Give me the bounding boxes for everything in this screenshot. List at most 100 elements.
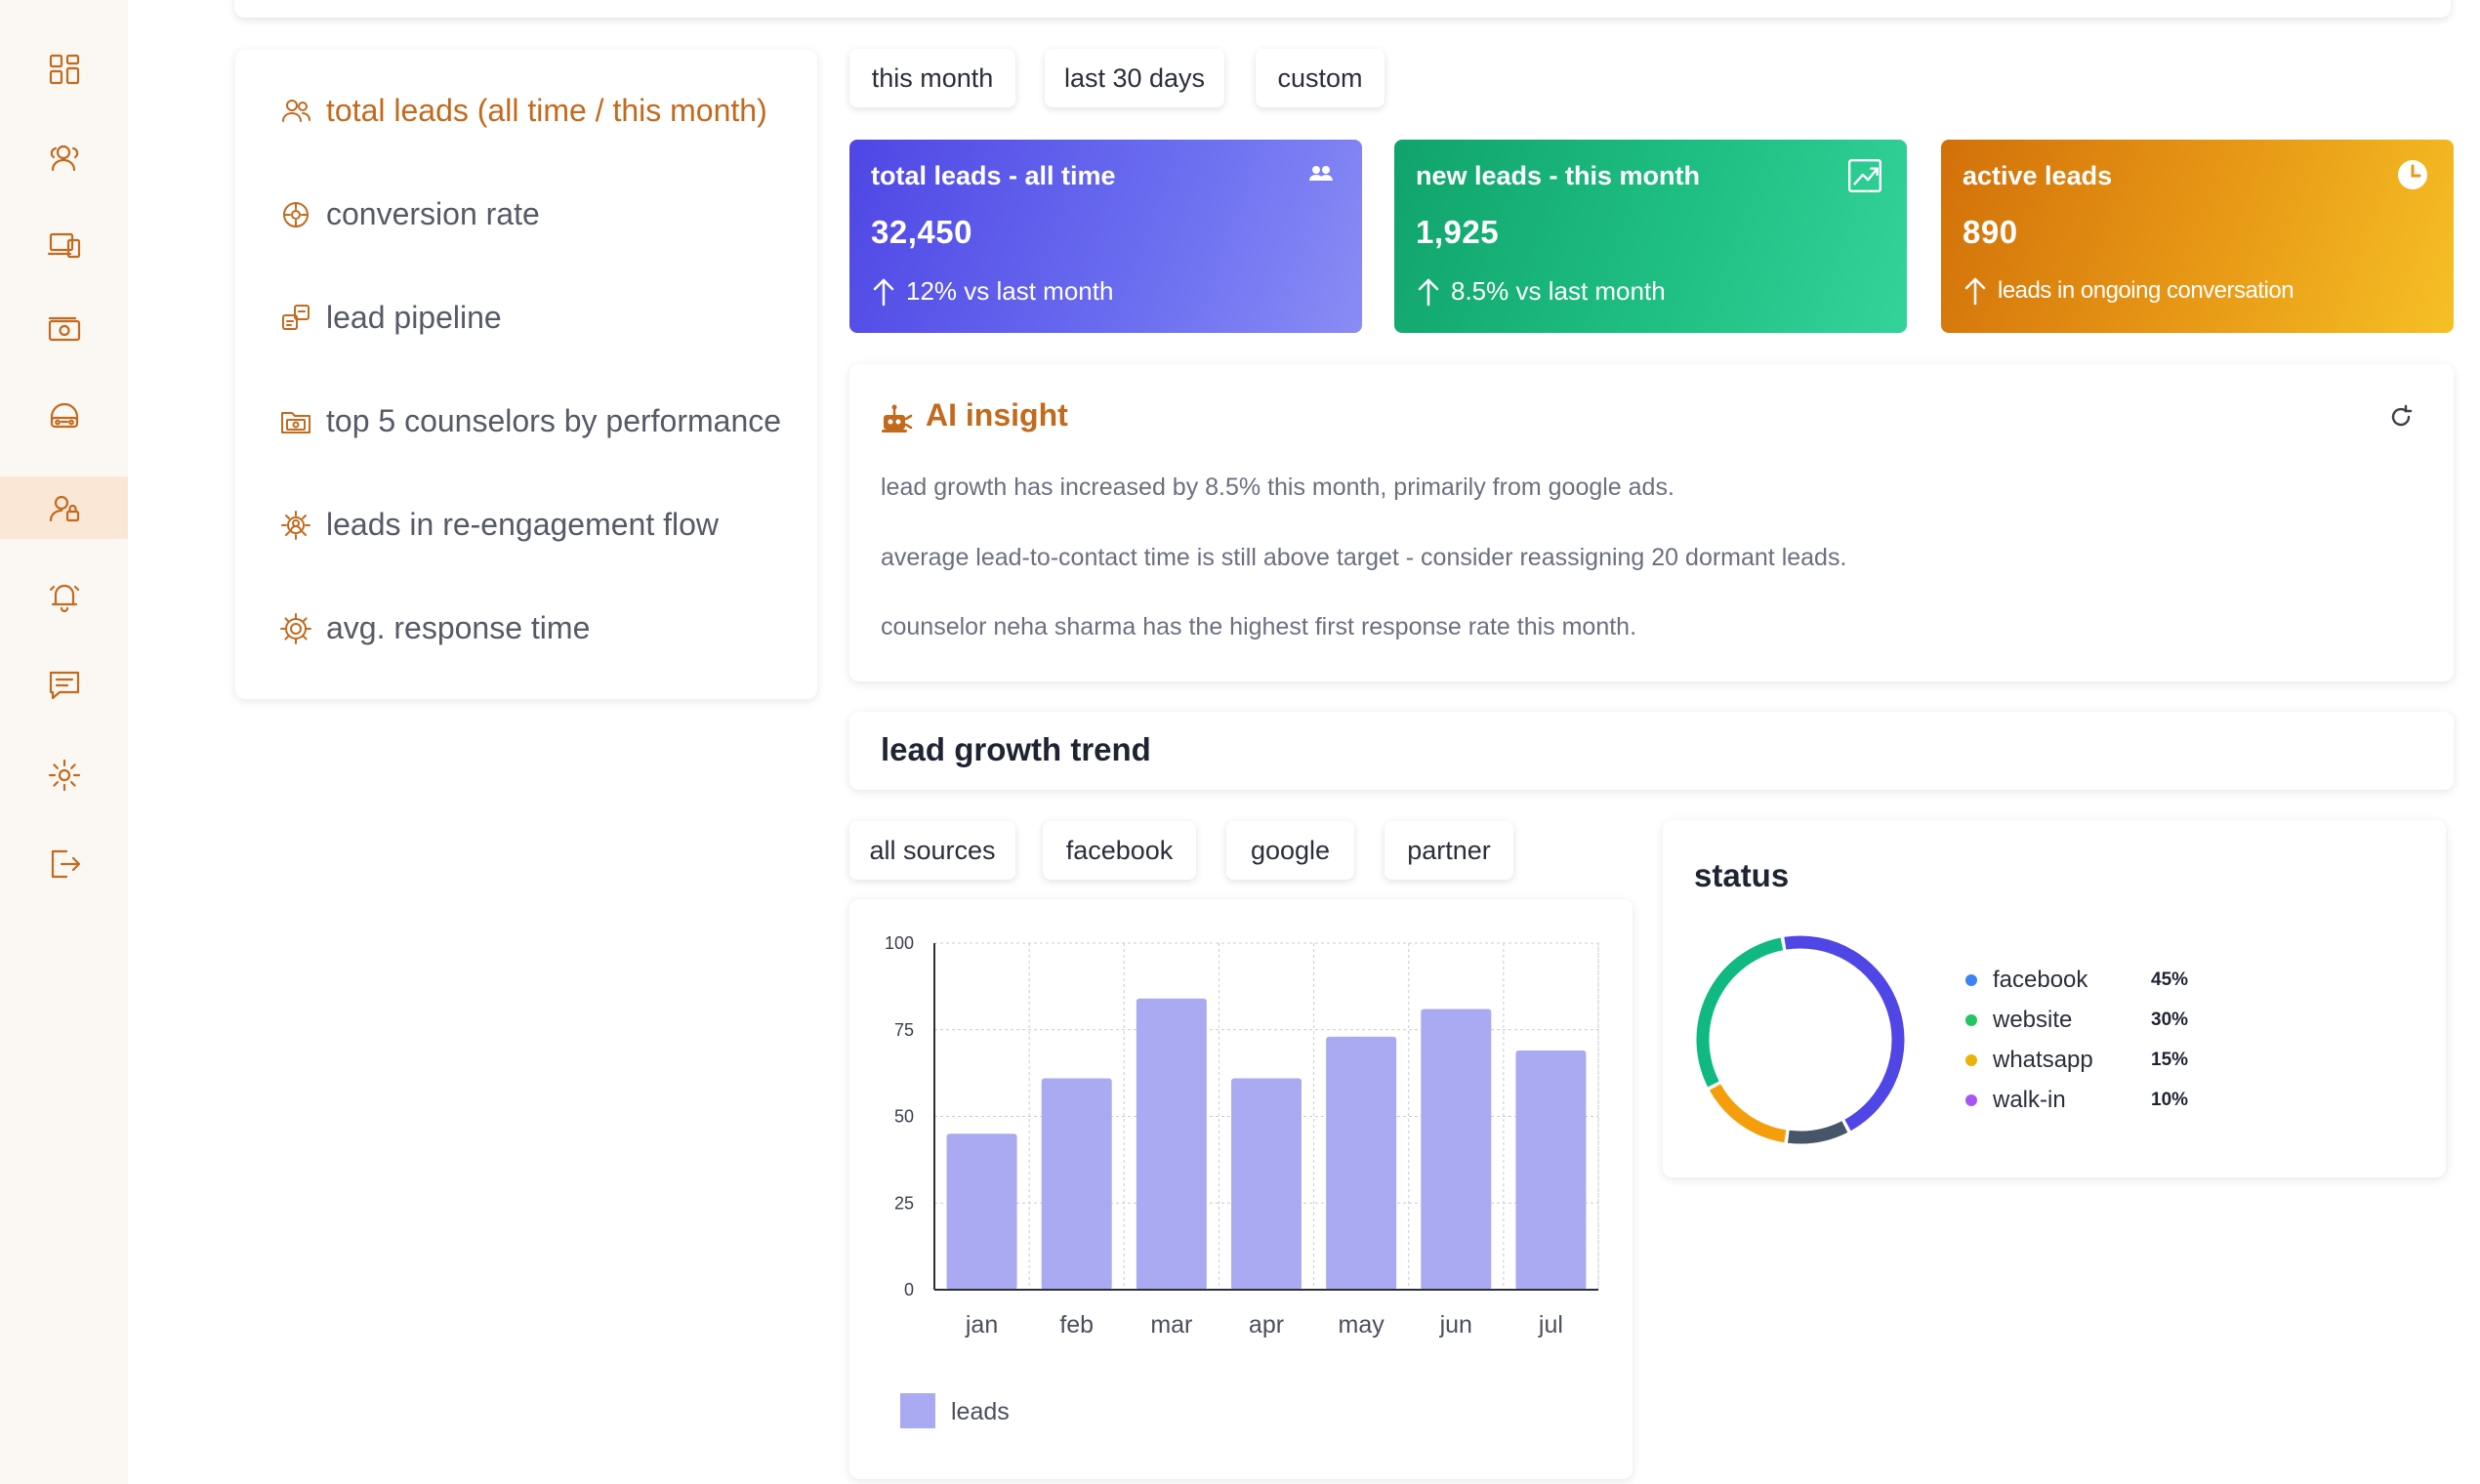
users-icon bbox=[282, 99, 310, 122]
stat-change: leads in ongoing conversation bbox=[1963, 276, 2294, 306]
menu-item-response-time[interactable]: avg. response time bbox=[279, 610, 590, 646]
metrics-menu: total leads (all time / this month) conv… bbox=[235, 50, 817, 699]
users-icon bbox=[1309, 166, 1333, 181]
legend-label: website bbox=[1993, 1007, 2073, 1033]
legend-swatch bbox=[900, 1393, 935, 1428]
x-tick-label: apr bbox=[1249, 1311, 1284, 1339]
folder-icon bbox=[281, 411, 310, 433]
refresh-icon[interactable] bbox=[2387, 403, 2415, 431]
insight-line: average lead-to-contact time is still ab… bbox=[881, 544, 1847, 571]
sidebar-item-devices[interactable] bbox=[0, 214, 128, 276]
menu-item-top-counselors[interactable]: top 5 counselors by performance bbox=[279, 403, 781, 439]
menu-item-label: top 5 counselors by performance bbox=[326, 403, 782, 438]
clock-icon bbox=[2398, 160, 2427, 189]
robot-icon bbox=[882, 404, 913, 433]
x-tick-label: jan bbox=[965, 1311, 998, 1339]
legend-label: whatsapp bbox=[1993, 1047, 2093, 1073]
status-card: status facebook 45% website 30% whatsapp 15% w… bbox=[1663, 820, 2446, 1177]
users-icon bbox=[50, 144, 78, 172]
money-icon bbox=[48, 316, 80, 342]
filter-this-month[interactable]: this month bbox=[849, 49, 1015, 107]
sidebar-item-notifications[interactable] bbox=[0, 565, 128, 628]
legend-percent: 30% bbox=[2151, 1010, 2189, 1030]
menu-item-total-leads[interactable]: total leads (all time / this month) bbox=[279, 93, 767, 129]
logout-icon bbox=[51, 849, 80, 879]
status-legend: facebook 45% website 30% whatsapp 15% walk-in 1… bbox=[1965, 967, 2258, 1142]
stat-title: new leads - this month bbox=[1416, 161, 1701, 190]
gear-icon bbox=[280, 612, 311, 644]
sidebar-item-dashboard[interactable] bbox=[0, 38, 128, 101]
y-tick-label: 100 bbox=[885, 933, 914, 953]
legend-percent: 15% bbox=[2151, 1050, 2189, 1070]
cycle-icon bbox=[281, 510, 310, 540]
stat-card-active-leads: active leads 890 leads in ongoing conver… bbox=[1941, 140, 2454, 333]
x-tick-label: may bbox=[1339, 1311, 1385, 1339]
filter-all-sources[interactable]: all sources bbox=[849, 821, 1015, 880]
legend-item-whatsapp: whatsapp 15% bbox=[1965, 1047, 2188, 1074]
bar-jul bbox=[1515, 1051, 1587, 1290]
legend-dot bbox=[1965, 974, 1977, 986]
x-tick-label: mar bbox=[1150, 1311, 1192, 1339]
bar-apr bbox=[1231, 1078, 1302, 1290]
car-icon bbox=[50, 402, 78, 429]
legend-label: facebook bbox=[1993, 967, 2088, 993]
donut-slice-walk-in bbox=[1788, 1121, 1848, 1144]
trend-header: lead growth trend bbox=[849, 712, 2454, 790]
bar-feb bbox=[1041, 1078, 1112, 1290]
menu-item-label: avg. response time bbox=[326, 610, 591, 645]
devices-icon bbox=[47, 232, 80, 259]
bar-may bbox=[1326, 1036, 1397, 1290]
bar-jun bbox=[1421, 1009, 1492, 1290]
filter-facebook[interactable]: facebook bbox=[1043, 821, 1196, 880]
menu-item-lead-pipeline[interactable]: lead pipeline bbox=[279, 300, 502, 336]
legend-label: walk-in bbox=[1993, 1087, 2066, 1113]
bell-icon bbox=[49, 584, 79, 613]
menu-item-conversion-rate[interactable]: conversion rate bbox=[279, 196, 540, 232]
legend-item-walk-in: walk-in 10% bbox=[1965, 1087, 2188, 1114]
y-tick-label: 75 bbox=[894, 1020, 914, 1040]
sidebar-item-users[interactable] bbox=[0, 127, 128, 189]
filter-google[interactable]: google bbox=[1226, 821, 1354, 880]
sidebar-item-vehicle[interactable] bbox=[0, 387, 128, 449]
gear-icon bbox=[48, 759, 80, 792]
stat-value: 32,450 bbox=[871, 214, 972, 250]
bar-mar bbox=[1136, 998, 1207, 1290]
x-tick-label: feb bbox=[1059, 1311, 1094, 1339]
sidebar-item-logout[interactable] bbox=[0, 833, 128, 895]
legend-dot bbox=[1965, 1054, 1977, 1066]
filter-partner[interactable]: partner bbox=[1385, 821, 1513, 880]
filter-custom[interactable]: custom bbox=[1256, 49, 1385, 107]
menu-item-label: leads in re-engagement flow bbox=[326, 507, 720, 542]
stat-change: 12% vs last month bbox=[871, 276, 1113, 307]
stat-card-new-leads: new leads - this month 1,925 8.5% vs las… bbox=[1394, 140, 1907, 333]
stat-value: 1,925 bbox=[1416, 214, 1500, 250]
donut-slice-website bbox=[1696, 937, 1784, 1088]
status-title: status bbox=[1694, 857, 1790, 893]
sidebar-item-money[interactable] bbox=[0, 299, 128, 361]
lead-growth-bar-chart: 0 25 50 75 100 jan feb mar apr may jun jul leads bbox=[885, 933, 1599, 1428]
user-settings-icon bbox=[49, 495, 79, 522]
menu-item-reengagement[interactable]: leads in re-engagement flow bbox=[279, 507, 719, 543]
donut-slice-facebook bbox=[1784, 935, 1905, 1132]
filter-last-30-days[interactable]: last 30 days bbox=[1045, 49, 1224, 107]
pipeline-icon bbox=[282, 304, 310, 330]
top-bar bbox=[234, 0, 2451, 18]
x-tick-label: jun bbox=[1439, 1311, 1472, 1339]
y-tick-label: 50 bbox=[894, 1107, 914, 1127]
donut-slice-whatsapp bbox=[1709, 1084, 1787, 1143]
legend-dot bbox=[1965, 1014, 1977, 1026]
y-tick-label: 0 bbox=[904, 1280, 914, 1299]
trend-chart-icon bbox=[1848, 159, 1881, 192]
sidebar-item-user-settings[interactable] bbox=[0, 476, 128, 539]
lead-growth-chart-card: 0 25 50 75 100 jan feb mar apr may jun jul leads bbox=[849, 899, 1633, 1479]
sidebar bbox=[0, 0, 128, 1484]
legend-label: leads bbox=[951, 1398, 1010, 1425]
trend-title: lead growth trend bbox=[881, 731, 1151, 767]
dashboard-grid-icon bbox=[49, 54, 79, 85]
arrow-up-icon bbox=[1964, 277, 1986, 306]
sidebar-item-settings[interactable] bbox=[0, 744, 128, 806]
stat-change-text: 8.5% vs last month bbox=[1451, 276, 1666, 306]
menu-item-label: lead pipeline bbox=[326, 300, 502, 335]
sidebar-item-messages[interactable] bbox=[0, 654, 128, 717]
